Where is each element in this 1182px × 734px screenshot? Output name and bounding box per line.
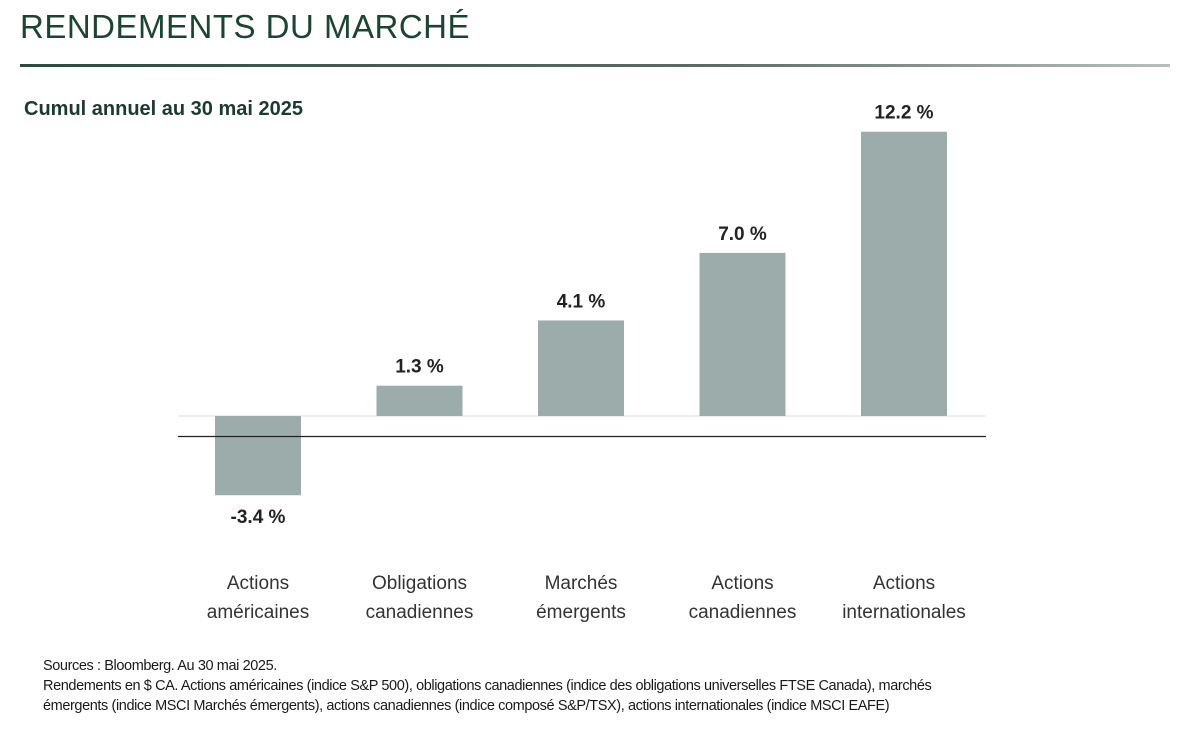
data-label: 7.0 % bbox=[718, 224, 767, 245]
chart-subtitle: Cumul annuel au 30 mai 2025 bbox=[24, 98, 303, 120]
bar bbox=[215, 416, 301, 496]
category-label: Actions bbox=[873, 573, 935, 594]
category-label: américaines bbox=[207, 602, 309, 623]
page-title: RENDEMENTS DU MARCHÉ bbox=[20, 8, 471, 45]
note-line-1: Rendements en $ CA. Actions américaines … bbox=[43, 678, 932, 694]
category-label: internationales bbox=[842, 602, 966, 623]
data-label: 12.2 % bbox=[874, 103, 933, 124]
category-label: Actions bbox=[227, 573, 289, 594]
sources-line: Sources : Bloomberg. Au 30 mai 2025. bbox=[43, 658, 277, 674]
data-label: 4.1 % bbox=[557, 291, 606, 312]
category-label: canadiennes bbox=[689, 602, 797, 623]
bar bbox=[538, 320, 624, 416]
bar bbox=[861, 131, 947, 417]
category-label: Actions bbox=[711, 573, 773, 594]
data-label: -3.4 % bbox=[231, 507, 286, 528]
category-label: Marchés bbox=[545, 573, 618, 594]
bar bbox=[699, 252, 786, 416]
title-divider bbox=[20, 64, 1170, 67]
sources-note: Sources : Bloomberg. Au 30 mai 2025. Ren… bbox=[43, 656, 1143, 716]
category-label: émergents bbox=[536, 602, 626, 623]
note-line-2: émergents (indice MSCI Marchés émergents… bbox=[43, 698, 890, 714]
bar bbox=[376, 385, 463, 416]
data-label: 1.3 % bbox=[395, 357, 444, 378]
category-label: canadiennes bbox=[366, 602, 474, 623]
category-label: Obligations bbox=[372, 573, 467, 594]
